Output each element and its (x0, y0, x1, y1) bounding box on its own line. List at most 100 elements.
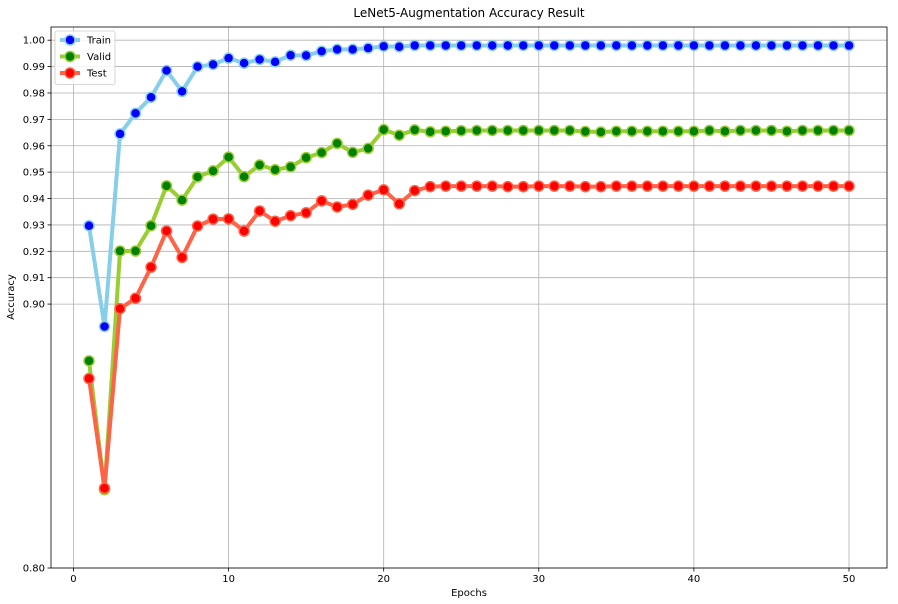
data-point-test (176, 251, 188, 264)
x-tick-label: 10 (222, 574, 235, 585)
tick-layer: 0.80 0.90 0.91 0.92 0.93 0.94 0.95 0.96 0.97 0.98… (23, 36, 856, 585)
data-point-train (331, 43, 343, 56)
data-point-train (719, 39, 731, 52)
data-point-train (672, 39, 685, 52)
data-point-valid (160, 180, 173, 192)
data-point-valid (812, 124, 824, 137)
data-point-test (191, 220, 204, 232)
data-point-test (315, 195, 328, 207)
data-point-valid (734, 124, 747, 137)
data-point-valid (83, 355, 95, 367)
data-point-valid (765, 124, 778, 137)
data-point-valid (595, 126, 607, 138)
data-point-test (688, 180, 700, 192)
data-point-valid (517, 124, 530, 137)
data-point-test (207, 213, 219, 225)
legend-label-train: Train (86, 36, 111, 47)
data-point-test (579, 180, 592, 193)
data-point-test (408, 184, 421, 197)
y-tick-label: 0.97 (23, 115, 45, 126)
data-point-train (191, 60, 204, 73)
data-point-train (579, 39, 592, 52)
data-point-valid (502, 124, 514, 137)
data-point-test (626, 180, 638, 192)
data-point-valid (688, 125, 700, 137)
data-point-valid (827, 124, 840, 137)
data-point-train (83, 219, 95, 232)
legend: Train Valid Test (54, 30, 116, 85)
data-point-valid (284, 161, 297, 173)
data-point-train (657, 39, 669, 52)
data-point-train (393, 41, 405, 53)
data-point-train (160, 64, 173, 77)
data-point-valid (129, 245, 142, 257)
data-point-test (672, 180, 685, 192)
data-point-train (114, 128, 126, 140)
data-point-train (253, 53, 266, 66)
chart-title: LeNet5-Augmentation Accuracy Result (353, 6, 585, 20)
data-point-test (222, 213, 235, 225)
y-tick-label: 0.94 (23, 194, 45, 205)
data-point-test (98, 482, 111, 495)
data-point-train (812, 39, 824, 52)
data-point-train (362, 42, 374, 54)
data-point-valid (238, 170, 250, 183)
data-point-test (393, 198, 405, 210)
x-tick-label: 0 (70, 574, 76, 585)
y-tick-label: 0.98 (23, 88, 45, 99)
data-point-valid (377, 123, 390, 136)
data-point-train (346, 43, 359, 56)
data-point-valid (610, 125, 623, 137)
data-point-test (548, 180, 561, 192)
data-point-valid (145, 219, 157, 232)
data-point-valid (796, 124, 809, 137)
series-layer (83, 39, 855, 496)
y-tick-label: 0.95 (23, 168, 45, 179)
data-point-test (300, 207, 312, 219)
data-point-valid (672, 125, 685, 137)
data-point-train (222, 52, 235, 64)
data-point-train (564, 39, 576, 52)
x-tick-label: 50 (843, 574, 856, 585)
data-point-test (827, 180, 840, 192)
data-point-test (471, 180, 483, 192)
data-point-valid (300, 151, 312, 164)
data-point-valid (455, 124, 467, 137)
data-point-valid (346, 146, 359, 159)
data-point-test (424, 180, 436, 193)
data-point-test (346, 198, 359, 211)
x-tick-label: 40 (688, 574, 701, 585)
data-point-valid (253, 159, 266, 171)
grid-layer (51, 27, 887, 569)
data-point-test (455, 180, 467, 192)
data-point-test (719, 180, 731, 192)
data-point-train (408, 39, 421, 52)
data-point-valid (564, 124, 576, 137)
y-tick-label: 0.93 (23, 220, 45, 231)
data-point-test (843, 180, 855, 192)
data-point-train (377, 40, 390, 53)
data-point-test (610, 180, 623, 192)
data-point-train (98, 320, 111, 333)
data-point-valid (843, 124, 855, 137)
data-point-test (765, 180, 778, 192)
data-point-test (517, 180, 530, 193)
data-point-test (564, 180, 576, 192)
data-point-train (796, 39, 809, 52)
data-point-test (331, 201, 343, 213)
data-point-train (595, 39, 607, 52)
data-point-train (533, 39, 545, 52)
data-point-valid (579, 125, 592, 138)
data-point-train (641, 39, 654, 52)
data-point-train (269, 56, 281, 68)
data-point-valid (703, 124, 716, 137)
data-point-test (377, 184, 390, 196)
data-point-train (502, 39, 514, 52)
data-point-train (827, 39, 840, 52)
data-point-test (284, 209, 297, 222)
data-point-test (781, 180, 793, 192)
data-point-test (160, 225, 173, 237)
data-point-valid (641, 125, 654, 137)
data-point-test (796, 180, 809, 192)
